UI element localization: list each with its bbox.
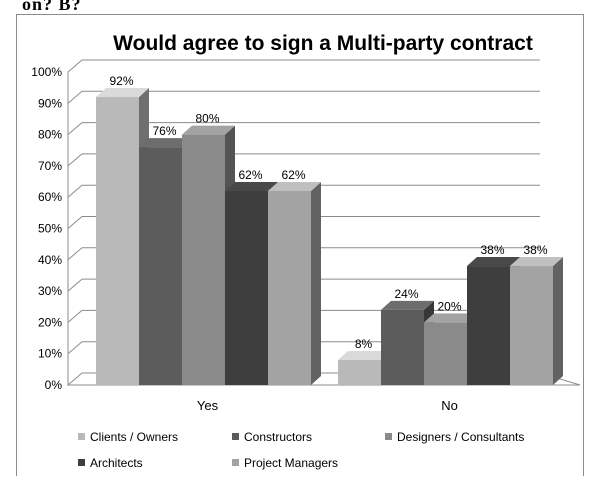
bar-top bbox=[510, 257, 563, 267]
y-tick-label: 60% bbox=[38, 190, 62, 204]
bar-top bbox=[139, 138, 192, 148]
gridline bbox=[67, 278, 540, 292]
data-label: 24% bbox=[394, 287, 418, 301]
legend-swatch bbox=[385, 433, 392, 440]
gridline bbox=[67, 122, 540, 135]
bar bbox=[510, 257, 563, 385]
y-tick-label: 90% bbox=[38, 96, 62, 110]
y-tick-label: 40% bbox=[38, 253, 62, 267]
legend-item: Constructors bbox=[232, 430, 312, 444]
bar bbox=[139, 138, 192, 385]
gridline bbox=[67, 216, 540, 229]
y-tick-label: 30% bbox=[38, 284, 62, 298]
legend-label: Architects bbox=[90, 456, 143, 470]
bar-top bbox=[467, 257, 520, 267]
gridline bbox=[67, 90, 540, 104]
bar-front bbox=[510, 266, 553, 385]
cropped-heading: on? B? bbox=[22, 0, 82, 14]
legend-label: Clients / Owners bbox=[90, 430, 178, 444]
y-tick-label: 50% bbox=[38, 222, 62, 236]
data-labels: 92% 76% 80% 62% 62% 8% 24% 20% 38% 38% bbox=[109, 74, 547, 351]
bar-top bbox=[268, 181, 321, 191]
chart-frame bbox=[16, 14, 584, 476]
data-label: 92% bbox=[109, 74, 133, 88]
bar-front bbox=[424, 322, 467, 385]
bar-top bbox=[381, 300, 434, 310]
gridline bbox=[67, 153, 540, 167]
legend-label: Constructors bbox=[244, 430, 312, 444]
bar-front bbox=[381, 309, 424, 385]
y-tick-label: 0% bbox=[45, 378, 63, 392]
bars bbox=[96, 88, 563, 385]
axes: 0% 10% 20% 30% 40% 50% 60% 70% 80% 90% 100% Yes No bbox=[31, 65, 581, 413]
bar-top bbox=[182, 125, 235, 135]
legend-swatch bbox=[78, 433, 85, 440]
x-tick-label: No bbox=[441, 398, 458, 413]
legend: Clients / Owners Constructors Designers / … bbox=[78, 430, 524, 470]
legend-label: Project Managers bbox=[244, 456, 338, 470]
bar-side bbox=[311, 181, 321, 385]
data-label: 8% bbox=[355, 337, 373, 351]
y-tick-label: 10% bbox=[38, 347, 62, 361]
y-tick-label: 80% bbox=[38, 128, 62, 142]
gridline bbox=[67, 59, 540, 73]
bar-front bbox=[225, 190, 268, 385]
data-label: 62% bbox=[238, 168, 262, 182]
data-label: 38% bbox=[480, 243, 504, 257]
bar-top bbox=[424, 313, 477, 323]
data-label: 38% bbox=[523, 243, 547, 257]
bar-front bbox=[182, 134, 225, 385]
bar-front bbox=[268, 190, 311, 385]
bar bbox=[268, 181, 321, 385]
legend-swatch bbox=[232, 433, 239, 440]
y-tick-label: 100% bbox=[31, 65, 62, 79]
legend-label: Designers / Consultants bbox=[397, 430, 524, 444]
legend-item: Designers / Consultants bbox=[385, 430, 524, 444]
bar-front bbox=[96, 97, 139, 385]
gridline bbox=[67, 247, 540, 261]
bar-top bbox=[338, 350, 391, 360]
y-tick-label: 70% bbox=[38, 159, 62, 173]
legend-swatch bbox=[78, 459, 85, 466]
legend-item: Project Managers bbox=[232, 456, 338, 470]
bar-front bbox=[338, 359, 381, 385]
legend-swatch bbox=[232, 459, 239, 466]
data-label: 80% bbox=[195, 112, 219, 126]
chart-title: Would agree to sign a Multi-party contra… bbox=[113, 32, 533, 55]
legend-item: Architects bbox=[78, 456, 143, 470]
x-tick-label: Yes bbox=[197, 398, 219, 413]
legend-item: Clients / Owners bbox=[78, 430, 178, 444]
data-label: 20% bbox=[437, 299, 461, 313]
bar-front bbox=[139, 147, 182, 385]
bar-top bbox=[96, 88, 149, 98]
gridline bbox=[67, 184, 540, 198]
bar-side bbox=[553, 257, 563, 385]
data-label: 62% bbox=[281, 168, 305, 182]
data-label: 76% bbox=[152, 124, 176, 138]
y-tick-label: 20% bbox=[38, 315, 62, 329]
bar-front bbox=[467, 266, 510, 385]
bar-top bbox=[225, 181, 278, 191]
